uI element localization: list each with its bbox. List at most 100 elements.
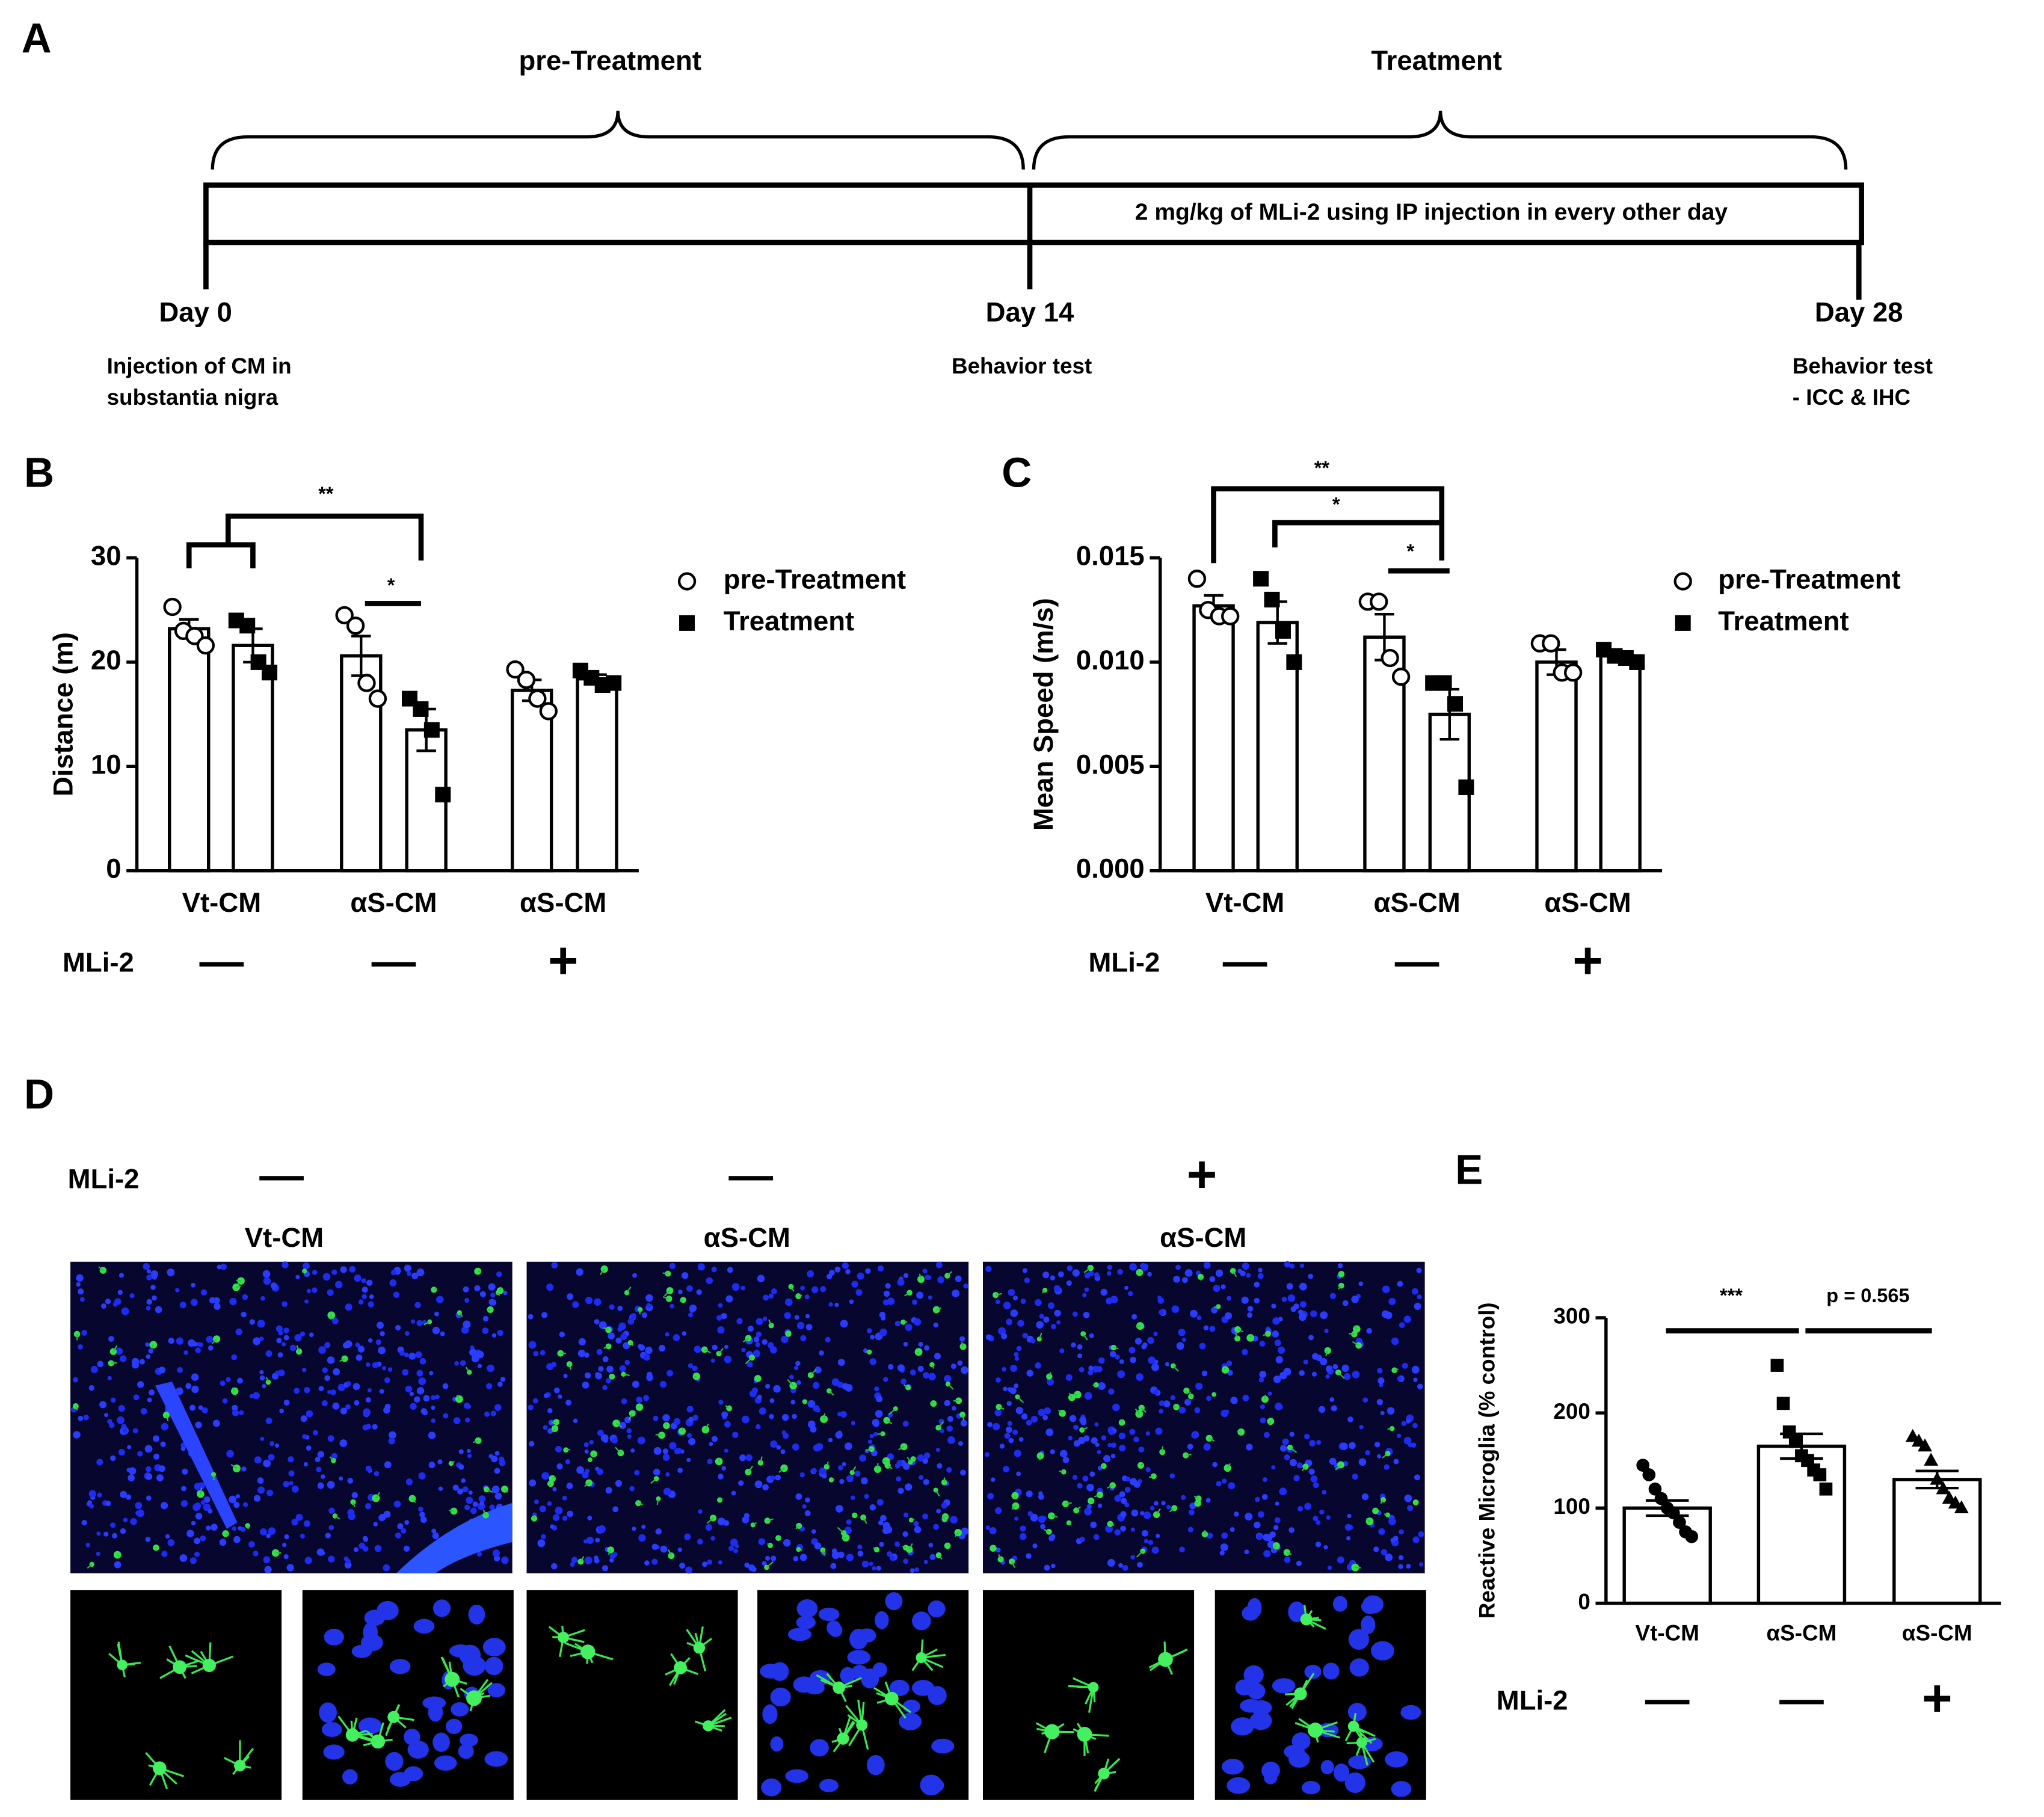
nucleus [1398, 1555, 1404, 1560]
nucleus [260, 1296, 265, 1301]
phase-label: pre-Treatment [519, 45, 701, 76]
nucleus [662, 1454, 670, 1461]
microglia-process [608, 1549, 612, 1555]
nucleus [762, 1704, 778, 1724]
nucleus [608, 1332, 615, 1340]
nucleus [1382, 1285, 1390, 1294]
y-tick-label: 300 [1553, 1304, 1590, 1329]
microglia [1267, 1418, 1275, 1425]
nucleus [423, 1395, 430, 1402]
nucleus [1275, 1501, 1279, 1506]
nucleus [1234, 1511, 1239, 1517]
nucleus [805, 1324, 813, 1330]
microglia-process [938, 1555, 943, 1560]
nucleus [1391, 1337, 1399, 1345]
nucleus [1084, 1287, 1089, 1293]
nucleus [1169, 1473, 1175, 1479]
nucleus [393, 1291, 400, 1299]
nucleus [1366, 1327, 1372, 1334]
nucleus [1201, 1370, 1208, 1377]
nucleus [1150, 1505, 1155, 1511]
nucleus [1148, 1338, 1154, 1344]
nucleus [127, 1445, 132, 1450]
microglia-process [681, 1427, 684, 1431]
microglia-process [1325, 1350, 1329, 1356]
nucleus [727, 1267, 733, 1273]
nucleus [463, 1655, 486, 1676]
nucleus [1230, 1397, 1238, 1404]
nucleus [1400, 1705, 1421, 1720]
nucleus [1401, 1421, 1406, 1426]
nucleus [368, 1338, 373, 1343]
nucleus [662, 1448, 669, 1454]
nucleus [1371, 1641, 1394, 1661]
nucleus [928, 1373, 936, 1381]
microglia-process [706, 1517, 714, 1524]
nucleus [787, 1628, 811, 1641]
nucleus [1133, 1436, 1139, 1443]
nucleus [327, 1435, 334, 1442]
nucleus [1065, 1374, 1073, 1381]
nucleus [1184, 1269, 1193, 1277]
nucleus [1083, 1311, 1090, 1318]
nucleus [1114, 1495, 1121, 1502]
bar [1892, 1478, 1982, 1605]
nucleus [811, 1286, 819, 1294]
microglia [580, 1644, 596, 1659]
nucleus [467, 1453, 472, 1459]
nucleus [494, 1404, 502, 1411]
nucleus [985, 1525, 990, 1530]
nucleus [1008, 1289, 1015, 1296]
microglia [703, 1720, 714, 1732]
significance-label: * [1332, 493, 1340, 515]
nucleus [615, 1337, 622, 1344]
nucleus [1419, 1562, 1424, 1567]
microglia-process [504, 1489, 508, 1493]
nucleus [721, 1466, 726, 1471]
nucleus [1298, 1313, 1307, 1321]
nucleus [372, 1424, 378, 1430]
nucleus [149, 1389, 155, 1396]
microglia-process [117, 1554, 120, 1557]
microglia-process [911, 1518, 915, 1521]
nucleus [131, 1467, 135, 1472]
nucleus [1342, 1300, 1349, 1306]
microglia-process [1082, 1333, 1088, 1341]
nucleus [1008, 1437, 1014, 1443]
nucleus [1016, 1345, 1022, 1351]
microglia [1101, 1463, 1107, 1469]
nucleus [451, 1702, 469, 1717]
microglia-process [917, 1351, 920, 1354]
nucleus [1006, 1401, 1012, 1406]
microglia-process [999, 1406, 1005, 1410]
microglia-process [882, 1460, 887, 1463]
nucleus [1288, 1527, 1294, 1533]
nucleus [933, 1322, 938, 1328]
nucleus [278, 1330, 283, 1336]
microglia [73, 1330, 81, 1338]
x-tick-label: αS-CM [1544, 887, 1631, 918]
nucleus [1298, 1505, 1304, 1512]
microglia-process [790, 1286, 795, 1292]
nucleus [146, 1473, 153, 1480]
nucleus [888, 1364, 894, 1370]
nucleus [925, 1778, 944, 1793]
nucleus [143, 1262, 150, 1270]
nucleus [709, 1442, 713, 1447]
nucleus [903, 1558, 909, 1564]
nucleus [793, 1365, 799, 1371]
nucleus [1384, 1464, 1390, 1470]
nucleus [1281, 1296, 1287, 1302]
microglia-process [1068, 1522, 1072, 1525]
nucleus [1109, 1351, 1116, 1357]
nucleus [283, 1481, 290, 1487]
microglia-process [639, 1309, 641, 1315]
nucleus [383, 1510, 391, 1518]
nucleus [193, 1342, 198, 1347]
microglia-process [662, 1296, 670, 1300]
nucleus [1127, 1291, 1133, 1297]
nucleus [815, 1443, 823, 1451]
nucleus [673, 1334, 680, 1341]
nucleus [540, 1350, 546, 1356]
